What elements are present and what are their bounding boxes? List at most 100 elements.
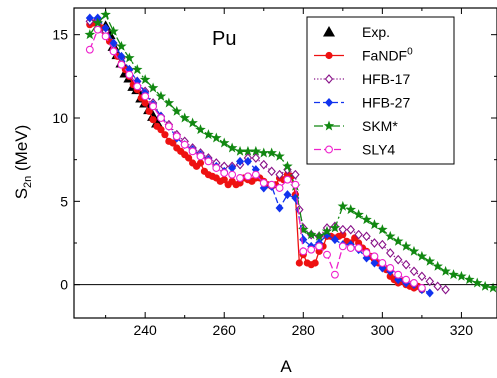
legend-entry-skm: SKM* xyxy=(314,118,398,134)
data-point-skm xyxy=(258,147,269,158)
legend-label-skm: SKM* xyxy=(362,118,398,134)
data-point-skm xyxy=(282,160,293,171)
data-point-skm xyxy=(242,145,254,156)
data-point-skm xyxy=(456,270,467,281)
y-axis-title-unit: (MeV) xyxy=(12,125,31,176)
data-point-sly4 xyxy=(172,132,181,141)
data-point-skm xyxy=(472,277,483,288)
data-point-skm xyxy=(100,9,111,20)
data-point-hfb-27 xyxy=(109,38,118,48)
legend-label-hfb-17: HFB-17 xyxy=(362,71,410,87)
data-point-skm xyxy=(211,132,222,143)
data-point-sly4 xyxy=(394,270,403,279)
data-point-sly4 xyxy=(149,102,158,111)
data-point-hfb-17 xyxy=(291,169,300,180)
data-point-hfb-17 xyxy=(386,248,395,258)
data-point-sly4 xyxy=(93,25,102,34)
data-point-sly4 xyxy=(259,179,268,187)
data-point-sly4 xyxy=(346,244,355,252)
data-point-fandf xyxy=(141,99,149,107)
data-point-sly4 xyxy=(251,170,260,179)
data-point-skm xyxy=(218,137,230,148)
data-point-skm xyxy=(400,240,412,251)
legend-entry-fandf: FaNDF0 xyxy=(314,47,413,64)
legend: Exp. FaNDF0 HFB-17 HFB-27 SKM* SLY4 xyxy=(306,16,455,165)
plot-frame xyxy=(73,7,497,319)
x-tick-label: 300 xyxy=(371,322,395,338)
data-point-fandf xyxy=(149,116,157,124)
y-tick-label: 0 xyxy=(60,277,68,293)
y-axis-title: S2n (MeV) xyxy=(12,125,34,200)
data-point-fandf xyxy=(311,259,319,267)
legend-label-superscript: 0 xyxy=(407,47,413,58)
data-point-skm xyxy=(416,250,428,261)
data-point-skm xyxy=(487,282,497,293)
data-point-skm xyxy=(321,225,333,236)
y-tick-label: 5 xyxy=(60,193,68,209)
data-point-sly4 xyxy=(188,147,197,156)
data-point-fandf xyxy=(157,126,165,134)
data-point-skm xyxy=(226,142,238,153)
x-tick-label: 240 xyxy=(133,322,157,338)
x-tick-label: 260 xyxy=(213,322,237,338)
ticks-layer: 240 260 280 300 320 0 5 10 15 xyxy=(52,8,497,338)
data-point-hfb-17 xyxy=(401,259,411,270)
data-point-sly4 xyxy=(212,164,221,172)
data-point-skm xyxy=(479,280,491,291)
data-point-skm xyxy=(369,219,380,230)
data-point-sly4 xyxy=(267,180,276,189)
y-tick-label: 15 xyxy=(52,27,68,43)
data-point-skm xyxy=(116,40,127,51)
data-point-skm xyxy=(440,265,451,276)
data-point-sly4 xyxy=(378,259,387,267)
series-sly4 xyxy=(85,25,426,292)
x-axis-title: A xyxy=(280,357,292,376)
data-point-skm xyxy=(84,29,96,40)
y-tick-label: 10 xyxy=(52,110,68,126)
data-point-sly4 xyxy=(283,175,292,184)
data-point-sly4 xyxy=(323,250,331,259)
data-point-hfb-27 xyxy=(370,258,379,268)
data-point-skm xyxy=(234,145,246,156)
y-axis-title-main: S xyxy=(12,188,31,199)
legend-label-exp: Exp. xyxy=(362,24,390,40)
data-point-skm xyxy=(92,17,103,28)
data-point-skm xyxy=(361,214,372,225)
data-point-skm xyxy=(132,64,143,75)
data-point-sly4 xyxy=(354,244,363,252)
data-point-hfb-27 xyxy=(275,203,284,213)
data-point-sly4 xyxy=(299,247,308,256)
legend-marker-fandf xyxy=(325,51,333,60)
legend-label-fandf: FaNDF0 xyxy=(362,47,413,64)
legend-label-text: HFB-27 xyxy=(362,95,410,111)
data-point-fandf xyxy=(185,154,193,162)
data-point-hfb-17 xyxy=(338,224,348,235)
data-point-hfb-27 xyxy=(228,163,237,173)
data-point-hfb-27 xyxy=(283,190,292,200)
data-point-sly4 xyxy=(109,47,118,56)
data-point-hfb-27 xyxy=(236,156,245,166)
data-point-skm xyxy=(305,229,317,240)
data-point-skm xyxy=(187,117,198,128)
data-point-hfb-17 xyxy=(259,159,268,170)
data-point-sly4 xyxy=(125,70,134,79)
data-point-sly4 xyxy=(386,264,395,272)
data-point-skm xyxy=(195,124,206,135)
data-point-hfb-27 xyxy=(117,51,126,61)
data-point-sly4 xyxy=(243,172,252,181)
legend-label-text: FaNDF xyxy=(362,48,407,64)
data-point-sly4 xyxy=(85,45,94,54)
series-line-skm xyxy=(89,13,494,289)
data-point-skm xyxy=(353,209,364,220)
data-point-hfb-17 xyxy=(346,224,355,235)
data-point-hfb-17 xyxy=(251,153,261,163)
data-point-skm xyxy=(274,150,285,161)
data-point-sly4 xyxy=(291,180,300,189)
data-point-sly4 xyxy=(220,169,229,177)
data-point-skm xyxy=(392,235,404,246)
data-point-hfb-27 xyxy=(85,13,94,23)
y-axis-title-sub: 2n xyxy=(22,176,34,188)
legend-entries: Exp. FaNDF0 HFB-17 HFB-27 SKM* SLY4 xyxy=(314,24,413,158)
data-point-hfb-17 xyxy=(441,284,450,295)
data-point-hfb-17 xyxy=(378,239,387,250)
